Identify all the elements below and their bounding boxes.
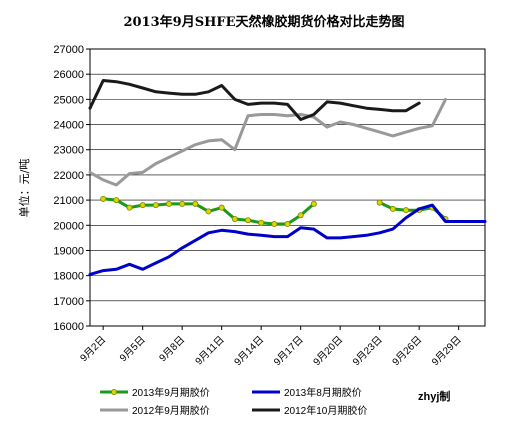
y-axis-label: 单位：元/吨 — [17, 159, 31, 218]
data-point — [271, 221, 278, 228]
y-tick-label: 24000 — [53, 120, 84, 132]
x-tick-label: 9月29日 — [429, 334, 463, 368]
legend-marker — [111, 388, 118, 395]
data-point — [192, 200, 199, 207]
data-point — [113, 197, 120, 204]
legend-item: 2012年9月期胶价 — [100, 404, 210, 417]
data-point — [389, 205, 396, 212]
data-point — [284, 221, 291, 228]
x-tick-label: 9月20日 — [311, 334, 345, 368]
x-tick-label: 9月26日 — [390, 334, 424, 368]
chart-title: 2013年9月SHFE天然橡胶期货价格对比走势图 — [123, 14, 404, 30]
y-tick-label: 25000 — [53, 94, 84, 106]
signature: zhyj制 — [418, 389, 450, 403]
legend: 2013年9月期胶价 2013年8月期胶价 2012年9月期胶价 2012年10月期胶… — [100, 386, 367, 417]
plot-frame — [89, 48, 486, 327]
legend-item: 2013年9月期胶价 — [100, 386, 210, 399]
data-point — [139, 202, 146, 209]
legend-label: 2012年9月期胶价 — [132, 404, 210, 417]
legend-item: 2013年8月期胶价 — [252, 386, 362, 399]
y-tick-label: 19000 — [53, 245, 84, 257]
data-point — [402, 207, 409, 214]
x-tick-label: 9月2日 — [78, 334, 108, 364]
y-tick-label: 18000 — [53, 271, 84, 283]
data-point — [231, 215, 238, 222]
y-tick-label: 26000 — [53, 69, 84, 81]
x-tick-label: 9月23日 — [350, 334, 384, 368]
y-tick-label: 16000 — [53, 321, 84, 333]
data-point — [244, 217, 251, 224]
data-point — [297, 212, 304, 219]
x-tick-label: 9月14日 — [232, 334, 266, 368]
data-point — [100, 195, 107, 202]
y-tick-label: 27000 — [53, 44, 84, 56]
x-axis: 9月2日 9月5日 9月8日 9月11日 9月14日 9月17日 9月20日 9月23日 9月2… — [78, 326, 464, 368]
series-3 — [88, 97, 447, 187]
y-tick-label: 23000 — [53, 145, 84, 157]
y-tick-label: 20000 — [53, 220, 84, 232]
series-line — [88, 97, 447, 187]
x-tick-label: 9月11日 — [193, 334, 227, 368]
data-point — [126, 204, 133, 211]
data-point — [152, 202, 159, 209]
series-2 — [88, 203, 487, 276]
data-point — [218, 204, 225, 211]
data-point — [205, 208, 212, 215]
legend-label: 2013年8月期胶价 — [284, 386, 362, 399]
series-4 — [88, 79, 421, 121]
series-1 — [100, 195, 449, 228]
y-tick-label: 21000 — [53, 195, 84, 207]
data-point — [376, 199, 383, 206]
y-tick-label: 22000 — [53, 170, 84, 182]
data-point — [310, 200, 317, 207]
y-tick-label: 17000 — [53, 296, 84, 308]
series-line — [88, 79, 421, 121]
data-point — [165, 200, 172, 207]
x-tick-label: 9月17日 — [271, 334, 305, 368]
x-tick-label: 9月5日 — [117, 334, 147, 364]
series-layer — [88, 79, 487, 276]
legend-item: 2012年10月期胶价 — [252, 404, 367, 417]
data-point — [258, 219, 265, 226]
series-line — [88, 203, 487, 276]
x-tick-label: 9月8日 — [157, 334, 187, 364]
data-point — [179, 200, 186, 207]
legend-label: 2013年9月期胶价 — [132, 386, 210, 399]
y-axis: 27000 26000 25000 24000 23000 22000 21000 20000… — [53, 44, 90, 333]
legend-label: 2012年10月期胶价 — [284, 404, 367, 417]
